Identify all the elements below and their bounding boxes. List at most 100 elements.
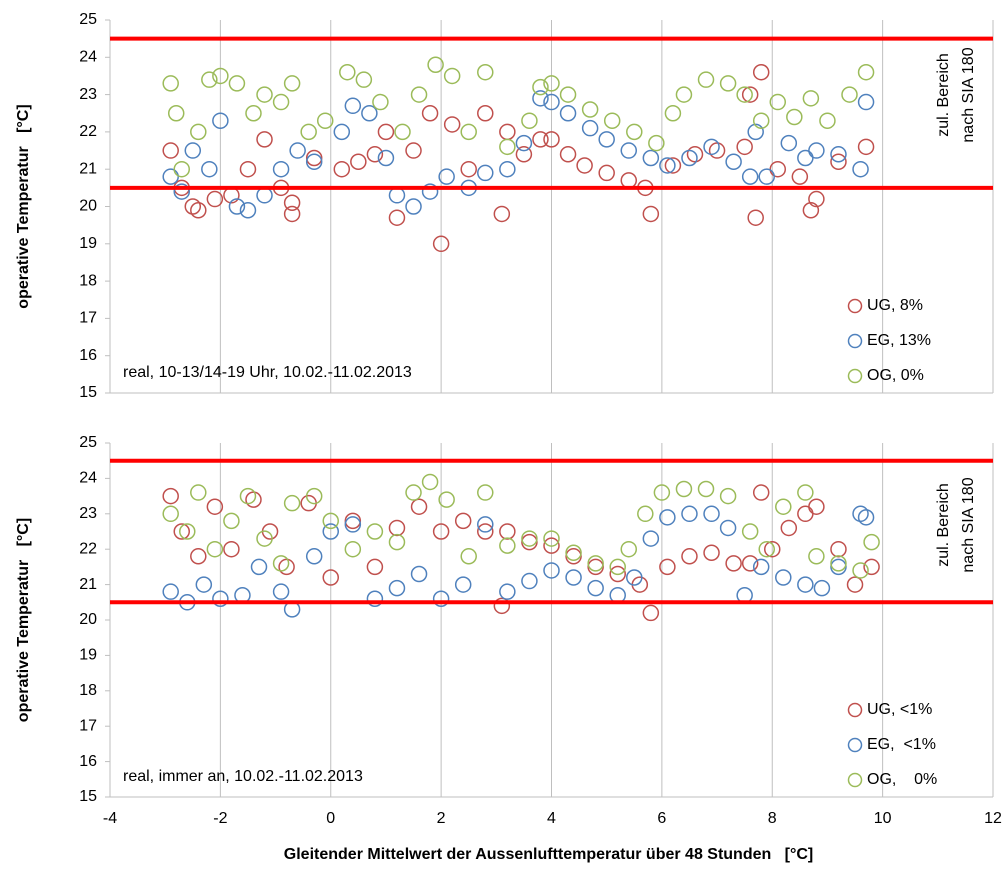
data-point — [653, 484, 671, 501]
y-tick-label: 19 — [79, 235, 97, 252]
data-point — [697, 71, 715, 88]
data-point — [686, 146, 704, 163]
data-point — [201, 160, 218, 178]
data-point — [405, 142, 422, 159]
data-point — [477, 63, 494, 81]
data-point — [272, 93, 290, 111]
data-point — [626, 569, 643, 586]
data-point — [212, 67, 229, 85]
data-point — [421, 105, 439, 122]
data-point — [322, 569, 339, 586]
data-point — [565, 548, 582, 565]
x-tick-label: -2 — [213, 810, 227, 827]
data-point — [857, 509, 875, 526]
data-point — [752, 558, 770, 576]
data-point — [852, 505, 869, 523]
data-point — [764, 540, 781, 558]
data-point — [752, 63, 770, 81]
data-point — [190, 201, 207, 219]
data-point — [725, 153, 742, 170]
data-point — [741, 523, 759, 540]
data-point — [780, 134, 798, 152]
data-point — [223, 540, 240, 558]
data-point — [322, 512, 339, 530]
data-point — [681, 149, 698, 167]
data-point — [339, 63, 356, 81]
data-point — [421, 183, 439, 200]
y-tick-label: 25 — [79, 11, 97, 28]
data-point — [173, 523, 190, 540]
data-point — [609, 565, 626, 583]
y-tick-label: 24 — [79, 49, 97, 66]
data-point — [863, 533, 880, 551]
legend-label: EG, <1% — [867, 736, 936, 753]
data-point — [410, 86, 428, 103]
data-point — [703, 544, 720, 561]
data-point — [206, 498, 224, 515]
data-point — [565, 569, 582, 586]
data-point — [620, 172, 638, 189]
data-point — [355, 71, 373, 88]
data-point — [394, 123, 411, 141]
data-point — [454, 576, 472, 593]
data-point — [747, 209, 764, 226]
data-point — [460, 548, 477, 565]
data-point — [366, 558, 384, 576]
data-point — [499, 138, 516, 156]
data-point — [477, 523, 494, 540]
data-point — [344, 540, 362, 558]
x-tick-label: 2 — [437, 810, 446, 827]
data-point — [846, 576, 864, 593]
data-point — [167, 105, 185, 122]
legend-label: UG, <1% — [867, 701, 932, 718]
data-point — [432, 523, 450, 540]
data-point — [813, 579, 831, 597]
data-point — [543, 131, 560, 148]
data-point — [256, 131, 273, 148]
data-point — [477, 484, 494, 501]
data-point — [421, 473, 439, 491]
data-point — [852, 562, 869, 579]
data-point — [190, 123, 207, 141]
data-point — [256, 187, 273, 204]
data-point — [388, 519, 406, 537]
data-point — [719, 75, 737, 92]
data-point — [543, 75, 560, 92]
data-point — [830, 540, 847, 558]
data-point — [344, 512, 362, 530]
data-point — [543, 530, 560, 547]
legend-marker — [847, 333, 863, 349]
data-point — [576, 157, 593, 174]
data-point — [477, 164, 494, 182]
data-point — [493, 205, 511, 223]
data-point — [443, 67, 461, 85]
data-point — [438, 168, 455, 185]
data-point — [703, 138, 720, 156]
data-point — [162, 142, 179, 159]
data-point — [283, 205, 301, 223]
y-axis-label: operative Temperatur [°C] — [15, 518, 32, 722]
data-point — [388, 187, 406, 204]
data-point — [256, 530, 273, 547]
data-point — [190, 548, 207, 565]
data-point — [642, 205, 660, 223]
data-point — [405, 198, 422, 215]
range-annotation: nach SIA 180 — [960, 477, 977, 572]
data-point — [228, 198, 246, 215]
data-point — [532, 78, 549, 96]
data-point — [212, 590, 229, 608]
data-point — [642, 530, 660, 547]
data-point — [587, 558, 604, 576]
data-point — [499, 123, 516, 141]
x-tick-label: 6 — [657, 810, 666, 827]
data-point — [637, 505, 654, 523]
data-point — [581, 119, 599, 137]
data-point — [797, 576, 814, 593]
data-point — [245, 105, 262, 122]
data-point — [333, 123, 351, 141]
data-point — [250, 558, 268, 576]
data-point — [857, 138, 875, 156]
data-point — [659, 558, 676, 576]
range-annotation: zul. Bereich — [935, 483, 952, 567]
data-point — [758, 540, 775, 558]
